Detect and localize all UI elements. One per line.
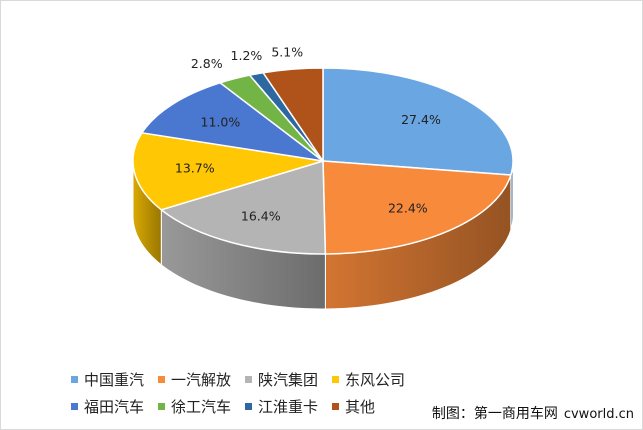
pie-slice-1: [322, 160, 512, 255]
legend-item: 徐工汽车: [158, 396, 231, 417]
legend-item: 其他: [332, 396, 375, 417]
pie-slice-4: [140, 81, 324, 162]
pie-slice-7: [261, 67, 324, 164]
legend-swatch: [332, 376, 340, 383]
legend-label: 东风公司: [345, 371, 406, 389]
legend-label: 徐工汽车: [171, 398, 232, 416]
credit-text: 制图：第一商用车网: [431, 406, 558, 422]
legend-row-2: 福田汽车 徐工汽车 江淮重卡 其他: [71, 396, 375, 417]
legend-label: 福田汽车: [84, 398, 145, 416]
legend-swatch: [245, 403, 253, 410]
legend-label: 一汽解放: [171, 371, 232, 389]
pie-slice-3: [132, 132, 324, 211]
legend-swatch: [158, 403, 166, 410]
legend-swatch: [245, 376, 253, 383]
credit-site: cvworld.cn: [563, 407, 634, 422]
data-label-5: 2.8%: [191, 56, 223, 71]
legend-swatch: [158, 376, 166, 383]
legend-item: 东风公司: [332, 369, 405, 390]
data-label-4: 11.0%: [201, 115, 241, 130]
legend-label: 陕汽集团: [258, 371, 319, 389]
legend-item: 一汽解放: [158, 369, 231, 390]
credit: 制图：第一商用车网 cvworld.cn: [432, 403, 634, 423]
legend-swatch: [71, 403, 78, 410]
data-label-7: 5.1%: [271, 45, 303, 60]
data-label-6: 1.2%: [231, 48, 263, 63]
legend-label: 其他: [345, 398, 376, 416]
pie-slice-0: [322, 67, 514, 176]
legend-item: 江淮重卡: [245, 396, 318, 417]
legend-row-1: 中国重汽 一汽解放 陕汽集团 东风公司: [71, 369, 405, 390]
data-label-1: 22.4%: [388, 201, 428, 216]
legend-item: 陕汽集团: [245, 369, 318, 390]
data-label-3: 13.7%: [175, 161, 215, 176]
legend-swatch: [71, 376, 78, 383]
data-label-2: 16.4%: [241, 208, 281, 223]
legend-label: 中国重汽: [84, 371, 145, 389]
legend-item: 中国重汽: [71, 369, 144, 390]
pie-chart: 27.4% 22.4% 16.4% 13.7% 11.0% 2.8% 1.2% 5.1%: [132, 45, 514, 310]
data-label-0: 27.4%: [401, 112, 441, 127]
legend-swatch: [332, 403, 340, 410]
legend-item: 福田汽车: [71, 396, 144, 417]
pie-slice-2: [159, 159, 327, 255]
legend-label: 江淮重卡: [258, 398, 319, 416]
